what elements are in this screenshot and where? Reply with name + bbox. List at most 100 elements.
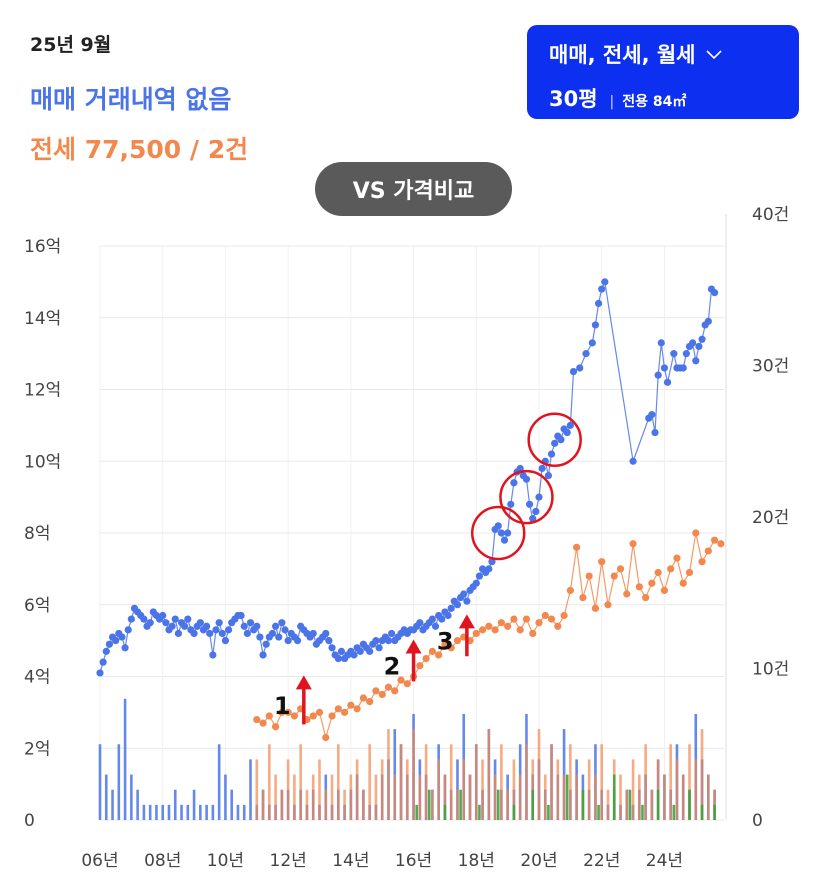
filter-dropdown-button[interactable]: 매매, 전세, 월세 30평 | 전용 84㎡: [527, 25, 799, 119]
jeonse-volume-bar: [299, 744, 302, 820]
monthly-volume-bar: [427, 789, 431, 820]
jeonse-volume-bar: [380, 759, 384, 820]
x-tick-label: 10년: [207, 851, 244, 871]
sale-volume-bar: [155, 804, 158, 820]
x-tick-label: 14년: [332, 851, 369, 871]
monthly-volume-bar: [415, 804, 419, 820]
sale-price-point: [648, 411, 656, 419]
jeonse-price-point: [660, 586, 669, 595]
sale-price-point: [588, 339, 596, 347]
sale-price-point: [284, 637, 292, 645]
jeonse-volume-bar: [650, 789, 654, 820]
jeonse-volume-bar: [343, 789, 346, 820]
jeonse-price-point: [491, 626, 499, 634]
sale-volume-bar: [111, 789, 114, 820]
sale-price-point: [504, 529, 512, 537]
sale-price-point: [516, 464, 524, 473]
jeonse-price-point: [422, 654, 430, 663]
jeonse-price-point: [554, 622, 562, 630]
sale-price-point: [206, 629, 214, 638]
sale-volume-bar: [180, 804, 183, 820]
jeonse-price-point: [435, 651, 443, 659]
jeonse-price-point: [616, 565, 625, 573]
jeonse-volume-bar: [688, 744, 691, 820]
jeonse-price-point: [547, 615, 556, 623]
sale-price-point: [488, 558, 496, 566]
sale-price-point: [576, 364, 584, 372]
sale-volume-bar: [104, 774, 108, 820]
jeonse-volume-bar: [355, 759, 359, 820]
jeonse-volume-bar: [399, 744, 403, 820]
sale-price-point: [124, 626, 132, 634]
sale-volume-bar: [230, 789, 233, 820]
jeonse-volume-bar: [462, 759, 466, 820]
jeonse-price-point: [397, 676, 405, 684]
jeonse-volume-bar: [518, 774, 522, 820]
sale-price-point: [460, 590, 468, 598]
jeonse-volume-bar: [681, 774, 685, 820]
sale-price-point: [447, 604, 455, 612]
jeonse-volume-bar: [481, 759, 484, 820]
jeonse-price-point: [717, 540, 725, 548]
sale-price-point: [366, 647, 374, 655]
annotation-arrow-head: [458, 614, 475, 629]
sale-price-point: [428, 615, 436, 623]
sale-volume-bar: [224, 774, 227, 820]
sale-price-point: [682, 350, 690, 358]
sale-price-point: [309, 629, 317, 638]
x-tick-label: 24년: [646, 851, 683, 871]
sale-price-point: [105, 640, 114, 648]
annotation-arrow-head: [405, 639, 422, 654]
monthly-volume-bar: [459, 789, 462, 820]
sale-price-point: [224, 626, 233, 634]
sale-price-point: [557, 436, 565, 444]
jeonse-price-point: [642, 593, 650, 602]
jeonse-volume-bar: [418, 774, 422, 820]
sale-volume-bar: [236, 804, 240, 820]
jeonse-volume-bar: [268, 744, 271, 820]
sale-price-point: [334, 654, 342, 663]
jeonse-price-point: [478, 626, 487, 634]
sale-price-point: [453, 601, 462, 609]
x-tick-label: 22년: [583, 851, 620, 871]
x-tick-label: 20년: [520, 851, 557, 871]
x-tick-label: 18년: [458, 851, 495, 871]
jeonse-price-point: [698, 558, 706, 566]
y-right-tick-label: 0: [752, 811, 763, 831]
sale-price-point: [510, 479, 518, 487]
jeonse-price-point: [604, 601, 612, 609]
jeonse-price-point: [428, 647, 436, 655]
jeonse-volume-bar: [261, 789, 265, 820]
jeonse-price-point: [629, 540, 637, 548]
sale-price-point: [522, 475, 531, 483]
annotation-arrow-head: [295, 675, 312, 690]
sale-price-point: [695, 342, 703, 351]
jeonse-volume-bar: [449, 744, 453, 820]
jeonse-price-point: [529, 629, 537, 638]
sale-price-point: [494, 522, 502, 530]
sale-price-point: [121, 644, 129, 652]
jeonse-price-point: [541, 611, 549, 620]
sale-price-point: [569, 367, 578, 376]
sale-price-point: [375, 644, 383, 652]
jeonse-volume-bar: [512, 759, 516, 820]
jeonse-price-point: [673, 554, 681, 562]
annotation-number: 2: [384, 652, 401, 680]
sale-price-point: [629, 457, 637, 465]
vs-compare-button[interactable]: VS 가격비교: [315, 162, 512, 216]
sale-volume-bar: [186, 804, 190, 820]
jeonse-price-point: [685, 568, 694, 577]
monthly-volume-bar: [688, 789, 691, 820]
sale-price-point: [660, 364, 669, 372]
jeonse-volume-bar: [456, 789, 459, 820]
jeonse-summary: 전세 77,500 / 2건: [30, 135, 249, 164]
sale-volume-bar: [173, 789, 177, 820]
jeonse-price-point: [328, 712, 336, 720]
jeonse-volume-bar: [437, 759, 440, 820]
sale-volume-bar: [167, 804, 171, 820]
y-right-tick-label: 40건: [752, 205, 789, 225]
jeonse-price-point: [497, 619, 505, 627]
jeonse-price-point: [265, 712, 273, 720]
monthly-volume-bar: [700, 804, 704, 820]
sale-volume-bar: [117, 744, 121, 820]
